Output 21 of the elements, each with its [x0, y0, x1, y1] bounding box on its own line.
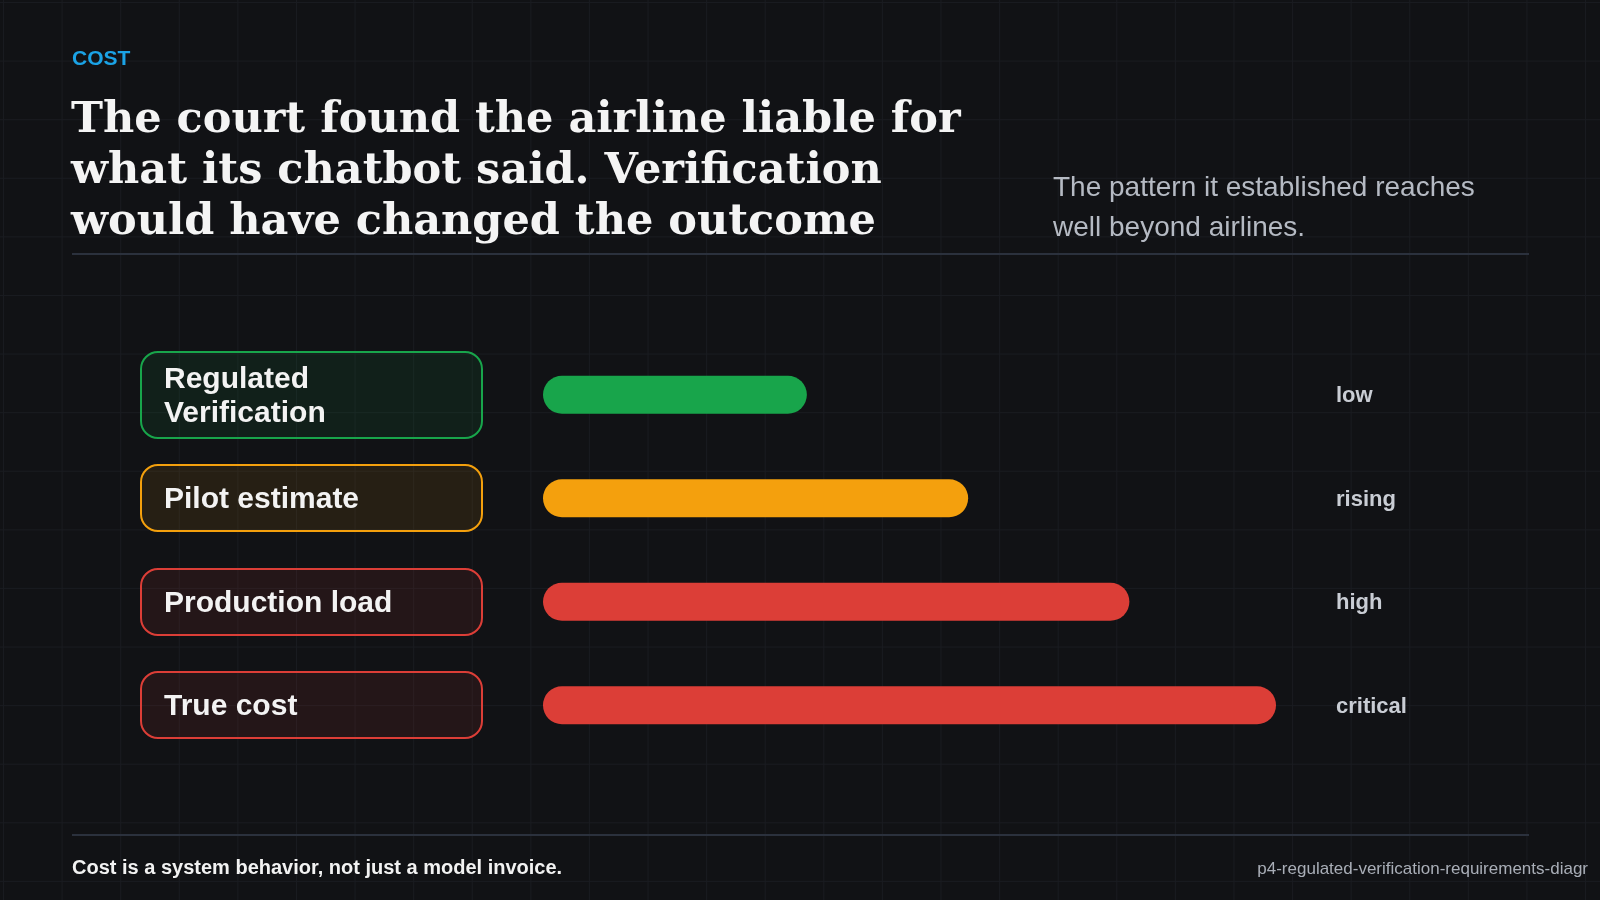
bar: [543, 582, 1130, 621]
y-tick-label: True cost: [164, 688, 298, 723]
bar: [543, 686, 1276, 725]
text: low: [1336, 382, 1374, 407]
bar: [543, 375, 807, 414]
y-tick-label: Regulated Verification: [164, 360, 327, 429]
text: critical: [1336, 693, 1407, 718]
label-box: Pilot estimate: [140, 464, 483, 533]
label-box: Regulated Verification: [140, 350, 483, 439]
label-box: True cost: [140, 671, 483, 740]
y-tick-label: Pilot estimate: [164, 481, 360, 516]
chart-subtitle: The pattern it established reaches well beyond airlines.: [1053, 170, 1476, 244]
text: p4-regulated-verification-requirements-diagr: [1257, 859, 1588, 879]
text: rising: [1336, 486, 1396, 511]
text: Cost is a system behavior, not just a model invoice.: [72, 856, 563, 879]
text: COST: [72, 46, 131, 70]
chart-title: The court found the airline liable for what its chatbot said. Verification would have changed the outcome: [71, 92, 962, 245]
text: high: [1336, 589, 1383, 614]
y-tick-label: Production load: [164, 584, 393, 619]
label-box: Production load: [140, 567, 483, 636]
bar: [543, 479, 969, 518]
